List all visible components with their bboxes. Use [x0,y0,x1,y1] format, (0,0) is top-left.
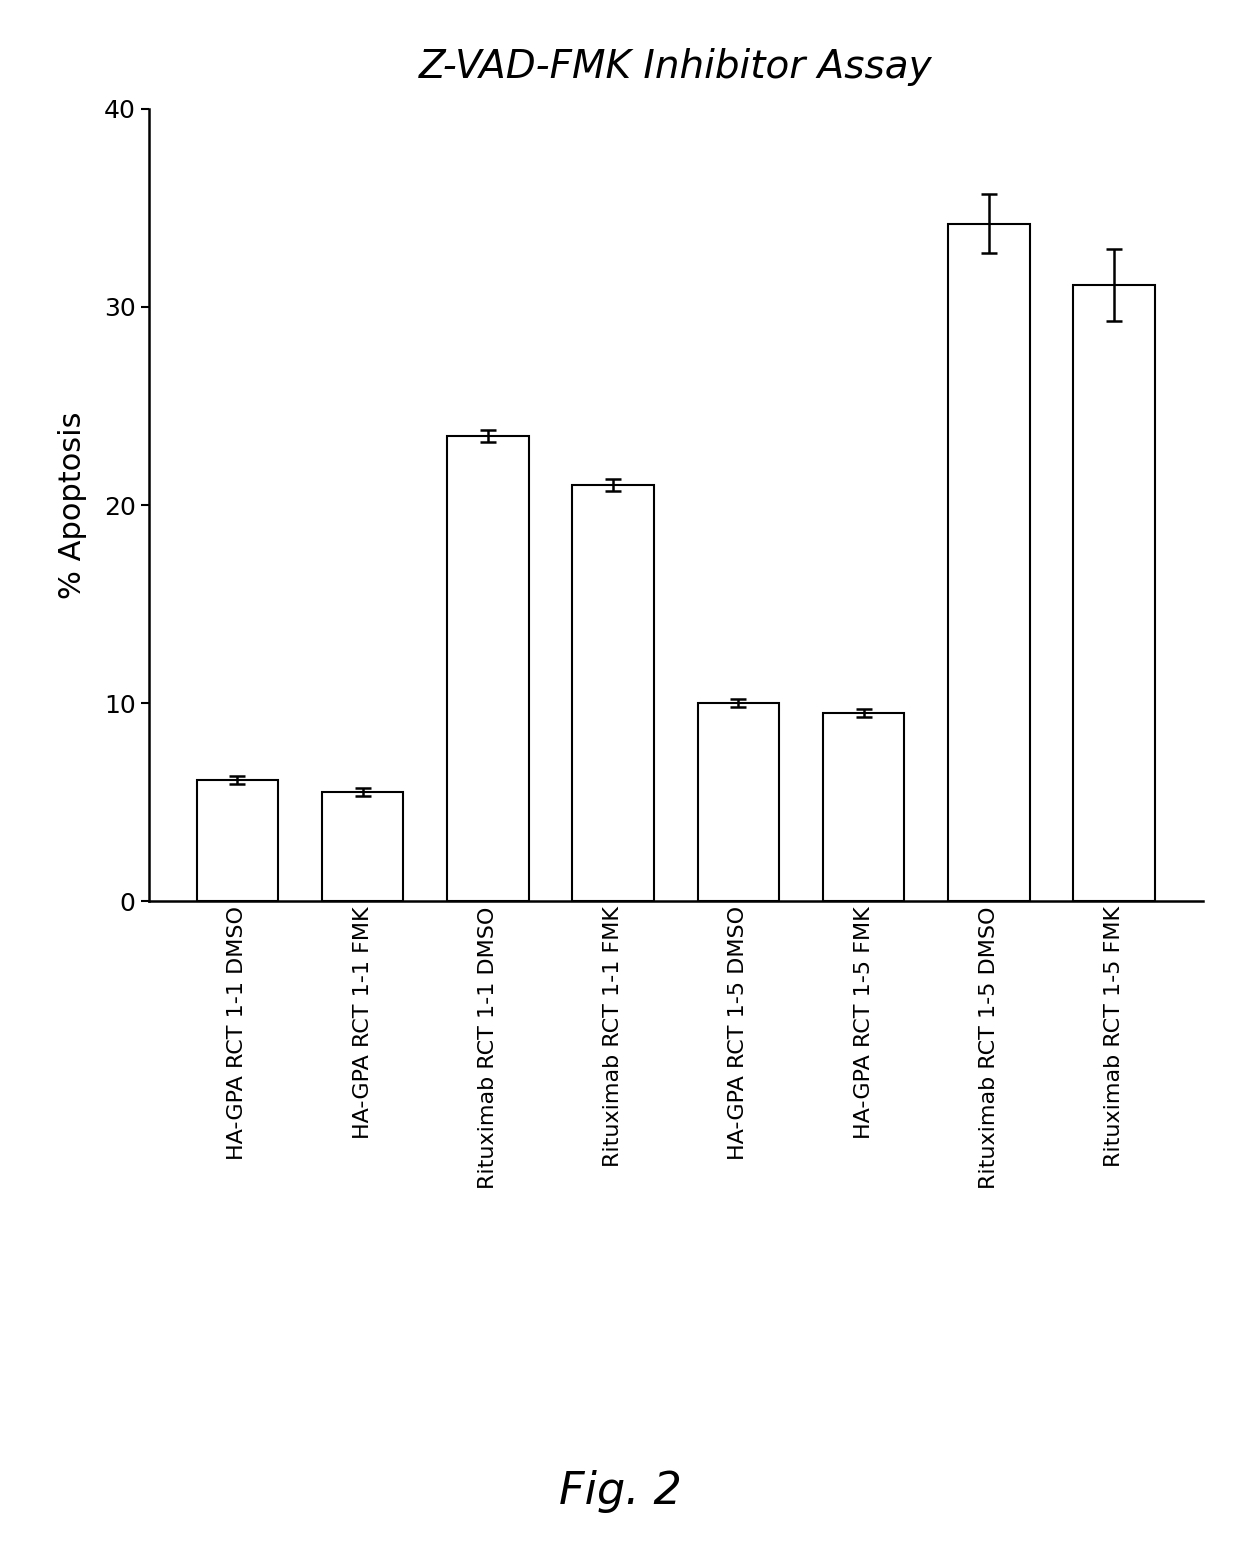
Bar [573,485,653,901]
Bar [1074,284,1154,901]
Title: Z-VAD-FMK Inhibitor Assay: Z-VAD-FMK Inhibitor Assay [419,48,932,85]
Bar [949,224,1029,901]
Bar [322,793,403,901]
Bar [197,780,278,901]
Bar [448,435,528,901]
Y-axis label: % Apoptosis: % Apoptosis [58,412,87,598]
Bar [698,702,779,901]
Text: Fig. 2: Fig. 2 [558,1470,682,1514]
Bar [823,713,904,901]
